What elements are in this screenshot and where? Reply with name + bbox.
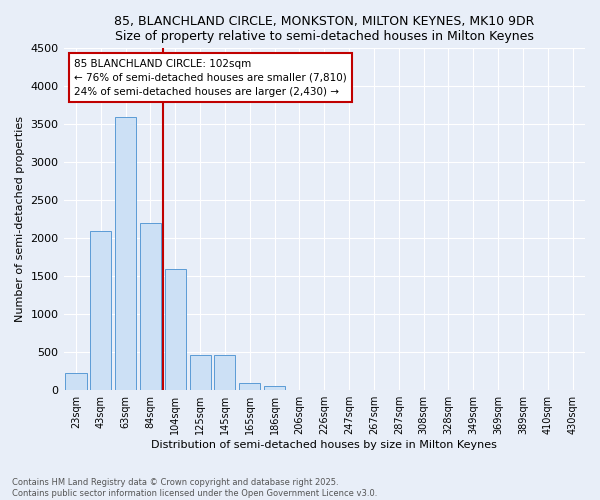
Bar — [214, 356, 235, 390]
Bar — [264, 386, 285, 390]
Text: 85 BLANCHLAND CIRCLE: 102sqm
← 76% of semi-detached houses are smaller (7,810)
2: 85 BLANCHLAND CIRCLE: 102sqm ← 76% of se… — [74, 58, 347, 96]
X-axis label: Distribution of semi-detached houses by size in Milton Keynes: Distribution of semi-detached houses by … — [151, 440, 497, 450]
Bar — [190, 356, 211, 390]
Y-axis label: Number of semi-detached properties: Number of semi-detached properties — [15, 116, 25, 322]
Bar — [115, 116, 136, 390]
Bar — [65, 372, 86, 390]
Bar — [140, 223, 161, 390]
Bar — [90, 230, 112, 390]
Text: Contains HM Land Registry data © Crown copyright and database right 2025.
Contai: Contains HM Land Registry data © Crown c… — [12, 478, 377, 498]
Bar — [239, 382, 260, 390]
Title: 85, BLANCHLAND CIRCLE, MONKSTON, MILTON KEYNES, MK10 9DR
Size of property relati: 85, BLANCHLAND CIRCLE, MONKSTON, MILTON … — [114, 15, 535, 43]
Bar — [165, 268, 186, 390]
